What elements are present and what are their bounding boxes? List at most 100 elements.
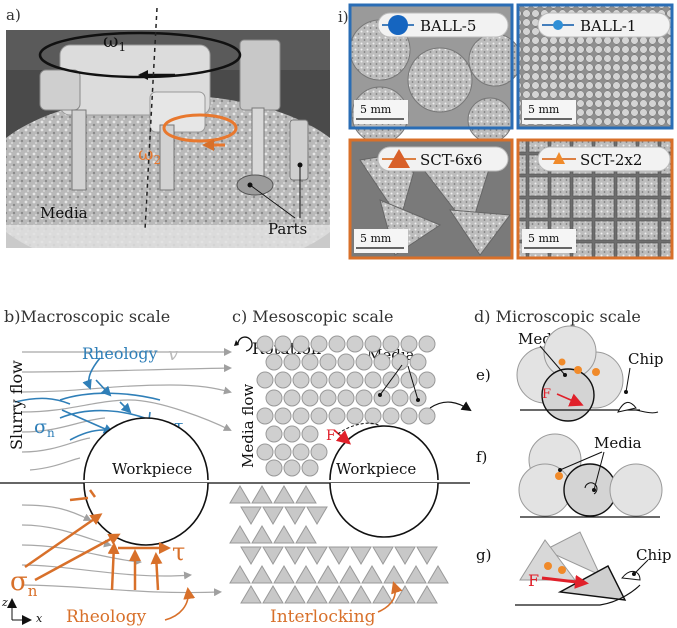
media-triangle [372, 546, 394, 565]
tile-label: SCT-6x6 [420, 151, 482, 169]
chip-e-label: Chip [628, 350, 664, 368]
tile-sct-6x6: SCT-6x6 5 mm [348, 138, 514, 260]
scale-bar-label: 5 mm [528, 232, 560, 245]
panel-d-title: d) Microscopic scale [474, 307, 641, 326]
tau-bottom-symbol: τ [172, 538, 185, 566]
sct-6x6-marker-icon [388, 149, 410, 168]
media-sphere [364, 371, 382, 389]
media-sphere [256, 407, 274, 425]
sigma-n-bottom-symbol: σn [10, 567, 38, 600]
panel-a-label: a) [6, 6, 21, 24]
media-sphere [292, 335, 310, 353]
media-triangle [251, 565, 273, 584]
slurry-flow-label: Slurry flow [7, 360, 26, 450]
media-triangle [372, 585, 394, 604]
diagram-e: F [516, 325, 659, 422]
ball-1-marker-icon [553, 20, 563, 30]
media-sphere [274, 443, 292, 461]
tile-label: BALL-5 [420, 17, 476, 35]
scale-bar-label: 5 mm [360, 232, 392, 245]
media-spheres [256, 335, 436, 477]
media-sphere [400, 371, 418, 389]
media-sphere [301, 459, 319, 477]
interlocking-label: Interlocking [270, 607, 376, 627]
label-f: f) [476, 448, 487, 466]
ball-5-marker-icon [388, 15, 408, 35]
media-sphere [328, 335, 346, 353]
media-triangle [306, 546, 328, 565]
diagram-f [518, 433, 663, 518]
media-triangle [262, 506, 284, 525]
media-triangle [229, 525, 251, 544]
media-triangle [240, 506, 262, 525]
media-sphere [337, 353, 355, 371]
media-triangle [273, 485, 295, 504]
panel-i: i) BALL-5 5 mm BALL-1 5 [338, 3, 674, 260]
media-sphere [418, 407, 436, 425]
media-triangle [306, 506, 328, 525]
media-triangle [339, 565, 361, 584]
media-triangle [262, 546, 284, 565]
media-sphere [292, 407, 310, 425]
panel-b: b)Macroscopic scale Rheology [0, 307, 470, 627]
media-sphere [274, 335, 292, 353]
label-e: e) [476, 366, 491, 384]
parts-label: Parts [268, 220, 307, 238]
axis-of-rotation [144, 7, 158, 231]
media-sphere [310, 335, 328, 353]
media-triangle [350, 585, 372, 604]
rheology-top-label: Rheology [82, 344, 157, 363]
media-label: Media [40, 204, 88, 222]
scale-bar-label: 5 mm [360, 103, 392, 116]
media-sphere [283, 459, 301, 477]
media-sphere [346, 371, 364, 389]
media-sphere [373, 353, 391, 371]
media-sphere [301, 425, 319, 443]
panel-i-label: i) [338, 8, 349, 26]
omega1-symbol: ω1 [103, 30, 126, 54]
media-sphere [265, 425, 283, 443]
media-triangle [394, 546, 416, 565]
media-triangle [240, 585, 262, 604]
media-sphere [292, 371, 310, 389]
media-sphere [301, 353, 319, 371]
media-triangle [262, 585, 284, 604]
media-sphere [310, 407, 328, 425]
media-triangle [229, 485, 251, 504]
media-sphere [283, 389, 301, 407]
media-sphere [265, 459, 283, 477]
media-triangle [251, 525, 273, 544]
media-sphere [400, 335, 418, 353]
media-sphere [355, 389, 373, 407]
media-sphere [283, 353, 301, 371]
media-triangle [284, 585, 306, 604]
workpiece-label: Workpiece [336, 460, 416, 478]
media-sphere [346, 407, 364, 425]
omega2-rotation-arrow [162, 113, 238, 143]
media-sphere [382, 407, 400, 425]
media-sphere [274, 407, 292, 425]
rheology-bottom-label: Rheology [66, 607, 147, 627]
media-sphere [256, 371, 274, 389]
tile-ball-5: BALL-5 5 mm [348, 3, 522, 144]
media-sphere [409, 353, 427, 371]
axis-x-label: x [36, 612, 43, 625]
scale-bar-label: 5 mm [528, 103, 560, 116]
media-sphere [274, 371, 292, 389]
diagram-g: F [515, 531, 649, 606]
contact-stars [558, 358, 600, 376]
panel-a: a) ω1 ω2 Media Parts [6, 6, 330, 248]
tile-sct-2x2: SCT-2x2 5 mm [516, 138, 674, 260]
media-triangle [361, 565, 383, 584]
media-triangle [317, 565, 339, 584]
orange-stress-arrows [24, 489, 171, 591]
media-sphere [418, 371, 436, 389]
media-triangle [405, 565, 427, 584]
media-sphere [364, 335, 382, 353]
omega2-symbol: ω2 [138, 143, 161, 167]
media-triangle [284, 546, 306, 565]
media-sphere [355, 353, 373, 371]
media-sphere [301, 389, 319, 407]
media-sphere [319, 353, 337, 371]
